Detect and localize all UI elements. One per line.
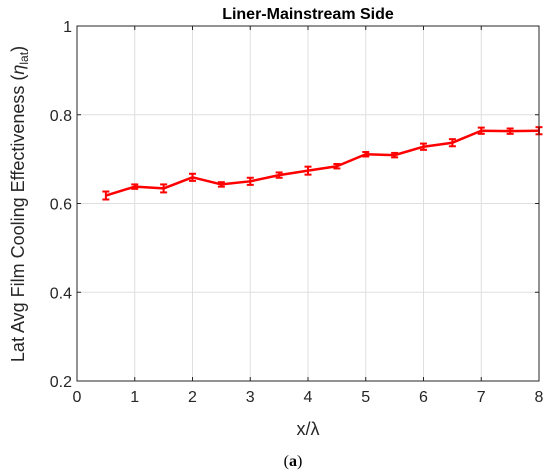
error-bar bbox=[477, 126, 485, 135]
y-tick-label: 0.2 bbox=[50, 374, 72, 391]
chart-title: Liner-Mainstream Side bbox=[222, 6, 394, 23]
x-tick-label: 4 bbox=[304, 389, 313, 406]
error-bar bbox=[506, 127, 514, 135]
error-bar bbox=[391, 151, 399, 159]
x-tick-label: 1 bbox=[130, 389, 139, 406]
series-layer bbox=[102, 126, 543, 201]
error-bar bbox=[160, 183, 168, 194]
y-tick-label: 0.8 bbox=[50, 108, 72, 125]
error-bar bbox=[448, 138, 456, 148]
x-tick-label: 0 bbox=[73, 389, 82, 406]
error-bar bbox=[420, 142, 427, 151]
tick-labels: 0 1 2 3 4 5 6 7 8 0.2 0.4 0.6 0.8 1 bbox=[50, 19, 544, 406]
error-bar bbox=[102, 190, 110, 201]
series-line bbox=[105, 129, 540, 197]
caption-label: a bbox=[289, 453, 297, 470]
x-tick-label: 6 bbox=[419, 389, 428, 406]
x-tick-label: 3 bbox=[246, 389, 255, 406]
error-bar bbox=[189, 172, 196, 182]
y-axis-title: Lat Avg Film Cooling Effectiveness (ηlat… bbox=[8, 46, 31, 362]
caption-close: ) bbox=[297, 453, 302, 470]
y-axis-title-subscript: lat bbox=[17, 51, 31, 64]
x-tick-label: 7 bbox=[477, 389, 486, 406]
y-axis-title-close: ) bbox=[8, 46, 28, 52]
x-tick-label: 8 bbox=[535, 389, 544, 406]
x-tick-label: 5 bbox=[361, 389, 370, 406]
error-bar bbox=[131, 183, 139, 190]
caption-open: ( bbox=[284, 453, 289, 470]
y-tick-label: 0.6 bbox=[50, 197, 72, 214]
y-axis-title-main: Lat Avg Film Cooling Effectiveness ( bbox=[8, 75, 28, 362]
error-bar bbox=[217, 181, 225, 188]
error-bar bbox=[333, 163, 341, 170]
error-bar bbox=[246, 176, 254, 186]
x-axis-title: x/λ bbox=[296, 419, 319, 439]
y-tick-label: 1 bbox=[63, 19, 72, 36]
figure-caption: (a) bbox=[284, 453, 303, 470]
ticks bbox=[76, 25, 540, 382]
error-bar bbox=[304, 165, 312, 176]
error-bar bbox=[362, 151, 370, 158]
y-axis-title-symbol: η bbox=[8, 65, 28, 75]
x-tick-label: 2 bbox=[188, 389, 197, 406]
error-bar bbox=[275, 171, 283, 179]
y-tick-label: 0.4 bbox=[50, 285, 72, 302]
